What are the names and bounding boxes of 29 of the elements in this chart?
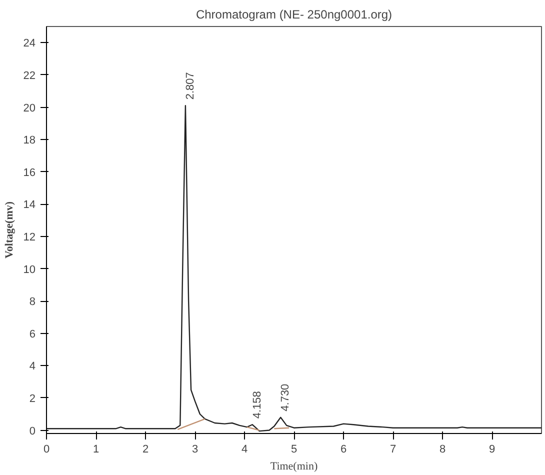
x-tick-label: 5 [290,444,298,456]
y-tick-label: 20 [23,102,36,114]
x-tick-label: 7 [390,444,396,456]
x-tick-label: 8 [439,444,446,456]
y-tick-label: 18 [23,134,36,147]
annotation: 4.158 [251,391,264,419]
x-tick-label: 3 [192,444,198,456]
x-tick-label: 6 [340,444,347,456]
annotation: 4.730 [280,384,292,412]
annotation: 2.807 [184,72,196,100]
y-tick-label: 10 [23,264,36,276]
y-tick-label: 6 [29,328,36,340]
x-tick-label: 0 [43,444,50,456]
y-tick-label: 8 [29,296,36,308]
x-tick-label: 2 [142,444,149,456]
y-tick-label: 2 [29,392,36,405]
y-tick-label: 24 [23,38,36,50]
x-tick-label: 1 [92,444,100,456]
y-tick-label: 12 [23,231,36,244]
x-axis-title: Time(min) [270,460,318,472]
x-tick-label: 4 [241,444,248,456]
chart-title: Chromatogram (NE- 250ng0001.org) [196,8,392,22]
x-tick-label: 9 [488,444,496,456]
y-tick-label: 14 [23,199,36,212]
y-tick-label: 0 [29,425,36,438]
y-tick-label: 22 [23,70,36,82]
y-axis-title: Voltage(mv) [3,201,16,259]
y-tick-label: 16 [23,166,36,179]
y-tick-label: 4 [29,360,36,373]
